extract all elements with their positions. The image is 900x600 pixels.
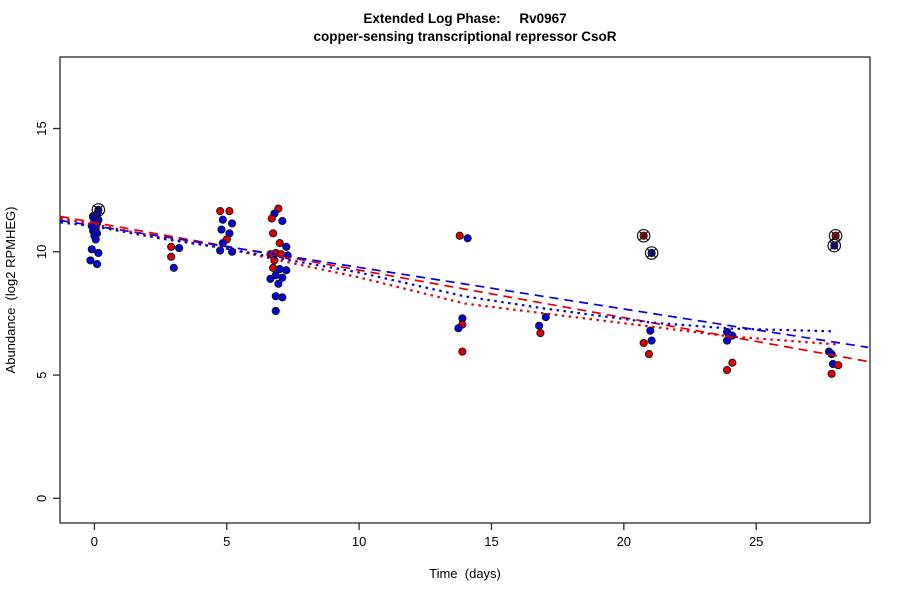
x-tick-label: 20 bbox=[617, 534, 631, 549]
red-loess-fit-line bbox=[60, 217, 839, 346]
y-tick-label: 5 bbox=[34, 371, 49, 378]
x-tick-label: 15 bbox=[484, 534, 498, 549]
data-point-red bbox=[225, 207, 234, 216]
data-point-blue bbox=[463, 234, 472, 243]
data-point-blue bbox=[274, 279, 283, 288]
flagged-point-circle-icon bbox=[827, 238, 842, 253]
y-axis-label: Abundance (log2 RPMHEG) bbox=[3, 207, 18, 374]
x-tick-label: 5 bbox=[223, 534, 230, 549]
flagged-point-cross-icon bbox=[830, 230, 841, 241]
data-point-blue bbox=[217, 225, 226, 234]
data-point-red bbox=[827, 369, 836, 378]
data-point-red bbox=[167, 242, 176, 251]
data-point-red bbox=[267, 214, 276, 223]
chart-title: Extended Log Phase: Rv0967 bbox=[363, 11, 566, 26]
data-point-red bbox=[458, 347, 467, 356]
data-point-blue bbox=[278, 216, 287, 226]
data-point-blue bbox=[266, 274, 275, 284]
y-tick-label: 10 bbox=[34, 245, 49, 259]
x-tick-label: 10 bbox=[352, 534, 366, 549]
data-point-red bbox=[834, 361, 843, 370]
data-point-red bbox=[639, 338, 648, 348]
red-linear-fit-line bbox=[60, 215, 869, 363]
data-point-blue bbox=[646, 326, 655, 335]
data-point-blue bbox=[169, 263, 178, 272]
data-point-red bbox=[536, 329, 545, 338]
data-point-red bbox=[722, 366, 732, 375]
x-tick-label: 0 bbox=[91, 534, 98, 549]
data-point-blue bbox=[271, 306, 280, 316]
data-point-blue bbox=[94, 248, 103, 258]
flagged-point-cross-icon bbox=[829, 240, 840, 251]
flagged-point-cross-icon bbox=[646, 248, 657, 258]
plot-box bbox=[59, 56, 871, 524]
data-point-blue bbox=[541, 313, 550, 322]
plot-area: 0 5 10 15 20 25 0 5 10 15 bbox=[34, 56, 871, 549]
x-axis-label: Time (days) bbox=[429, 566, 501, 581]
x-tick-label: 25 bbox=[749, 534, 763, 549]
data-point-blue bbox=[282, 242, 291, 251]
y-tick-label: 15 bbox=[34, 121, 49, 135]
flagged-point-cross-icon bbox=[638, 230, 649, 241]
data-point-red bbox=[455, 231, 464, 240]
flagged-point-cross-icon bbox=[93, 205, 104, 215]
data-point-red bbox=[167, 252, 176, 261]
data-point-blue bbox=[722, 336, 732, 345]
flagged-point-circle-icon bbox=[91, 203, 106, 217]
data-point-blue bbox=[282, 266, 291, 275]
data-point-blue bbox=[218, 239, 227, 248]
y-tick-label: 0 bbox=[34, 495, 49, 502]
data-point-blue bbox=[278, 293, 287, 302]
data-point-blue bbox=[87, 245, 96, 254]
flagged-point-circle-icon bbox=[828, 228, 843, 243]
flagged-point-circle-icon bbox=[644, 246, 659, 260]
data-point-red bbox=[268, 229, 278, 238]
data-point-blue bbox=[218, 215, 227, 224]
chart-subtitle: copper-sensing transcriptional repressor… bbox=[313, 29, 616, 44]
data-point-blue bbox=[271, 292, 280, 301]
data-point-blue bbox=[227, 219, 237, 228]
data-point-red bbox=[728, 358, 737, 367]
data-point-red bbox=[216, 207, 225, 216]
data-point-blue bbox=[454, 324, 463, 333]
data-point-red bbox=[268, 263, 278, 272]
data-point-blue bbox=[535, 321, 544, 330]
data-point-blue bbox=[91, 235, 100, 244]
data-point-red bbox=[644, 350, 654, 359]
flagged-point-circle-icon bbox=[636, 228, 651, 243]
data-point-red bbox=[275, 239, 284, 248]
data-point-blue bbox=[92, 260, 102, 269]
blue-loess-fit-line bbox=[60, 221, 836, 333]
data-point-blue bbox=[86, 256, 95, 265]
data-point-blue bbox=[278, 273, 287, 282]
blue-linear-fit-line bbox=[60, 219, 869, 349]
data-point-blue bbox=[647, 336, 656, 345]
data-point-blue bbox=[175, 243, 184, 253]
